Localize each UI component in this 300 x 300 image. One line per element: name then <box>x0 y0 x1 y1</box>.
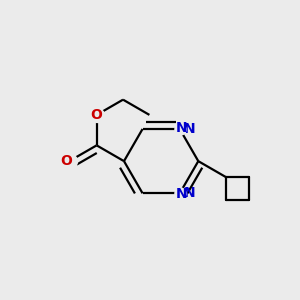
Text: N: N <box>176 187 188 201</box>
Text: N: N <box>183 122 195 136</box>
Text: O: O <box>91 108 103 122</box>
Text: N: N <box>183 186 195 200</box>
Text: N: N <box>176 121 188 135</box>
Text: O: O <box>61 154 73 168</box>
